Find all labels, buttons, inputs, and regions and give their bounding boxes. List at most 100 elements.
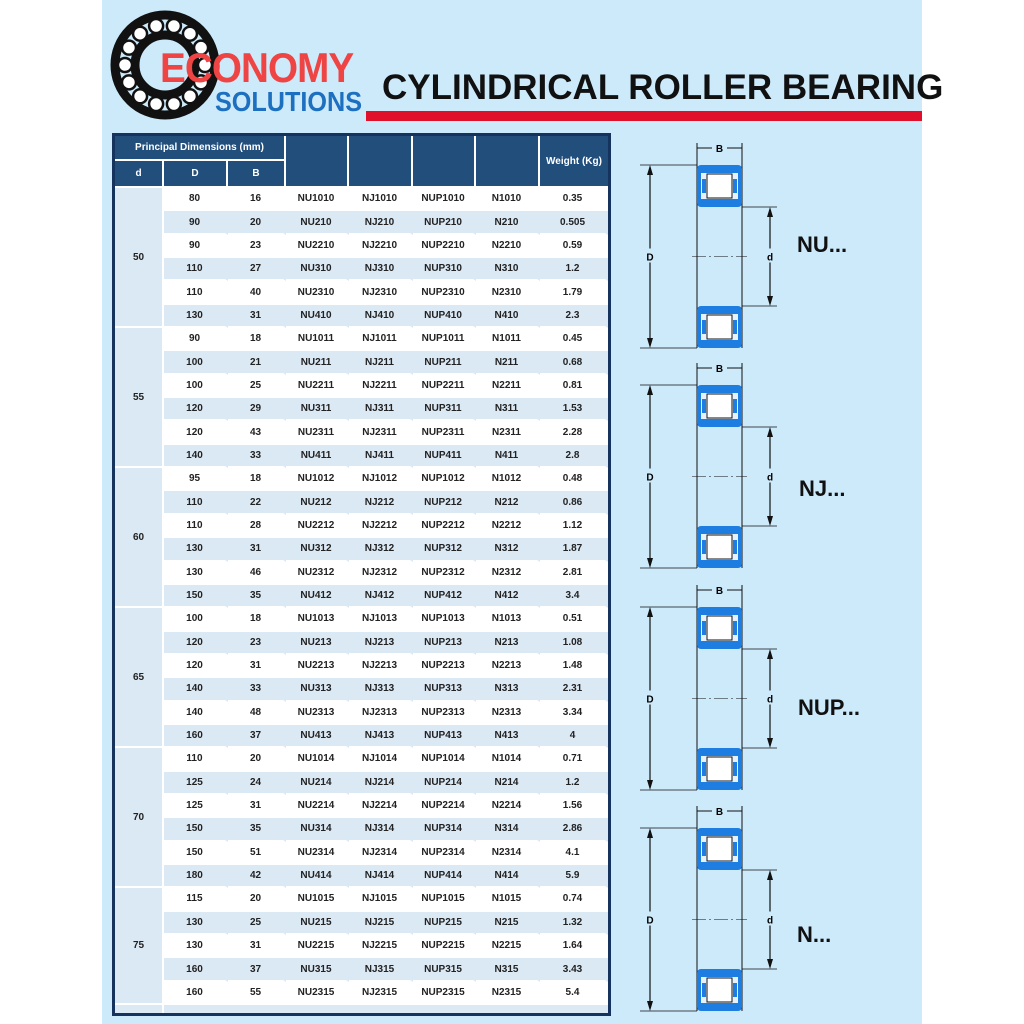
table-cell: N215 bbox=[476, 911, 540, 935]
table-cell: NJ414 bbox=[349, 864, 413, 889]
table-cell: 90 bbox=[164, 234, 228, 259]
table-cell: 100 bbox=[164, 608, 228, 632]
table-cell: 31 bbox=[228, 935, 286, 959]
table-cell: NU2210 bbox=[286, 234, 349, 259]
table-cell: NUP413 bbox=[413, 724, 476, 749]
table-cell: NUP1015 bbox=[413, 888, 476, 912]
table-row: 110 40 NU2310 NJ2310 NUP2310 N2310 1.79 bbox=[115, 281, 608, 305]
table-cell: 0.68 bbox=[540, 351, 608, 375]
table-cell: 46 bbox=[228, 561, 286, 585]
table-cell: 150 bbox=[164, 818, 228, 842]
dim-d-label: d bbox=[767, 695, 773, 706]
table-cell: NU210 bbox=[286, 211, 349, 235]
table-cell: NUP315 bbox=[413, 958, 476, 982]
table-cell: NU1013 bbox=[286, 608, 349, 632]
table-cell: NUP410 bbox=[413, 304, 476, 329]
table-cell: 0.45 bbox=[540, 328, 608, 352]
table-cell: NJ2313 bbox=[349, 701, 413, 725]
table-cell: NU2313 bbox=[286, 701, 349, 725]
table-row: 140 33 NU313 NJ313 NUP313 N313 2.31 bbox=[115, 678, 608, 702]
table-cell: 0.86 bbox=[540, 491, 608, 515]
table-cell: NU213 bbox=[286, 631, 349, 655]
table-cell: 37 bbox=[228, 724, 286, 749]
table-cell: 25 bbox=[228, 911, 286, 935]
dim-d-label: d bbox=[767, 916, 773, 927]
bearing-diagram-nu: B D d bbox=[640, 141, 777, 349]
table-cell: N2310 bbox=[476, 281, 540, 305]
table-cell: 1.53 bbox=[540, 398, 608, 422]
table-cell: 95 bbox=[164, 468, 228, 492]
table-cell: NU2315 bbox=[286, 981, 349, 1006]
table-cell: 4 bbox=[540, 724, 608, 749]
table-cell: NJ2211 bbox=[349, 374, 413, 399]
table-cell: NUP211 bbox=[413, 351, 476, 375]
table-cell: 130 bbox=[164, 935, 228, 959]
table-row: 55 90 18 NU1011 NJ1011 NUP1011 N1011 0.45 bbox=[115, 328, 608, 469]
principal-dimensions-header: Principal Dimensions (mm) bbox=[115, 136, 286, 161]
table-cell: 31 bbox=[228, 304, 286, 329]
table-cell: NU313 bbox=[286, 678, 349, 702]
brand-subname: SOLUTIONS bbox=[215, 86, 363, 117]
bearing-table: Principal Dimensions (mm) Weight (Kg) d … bbox=[112, 133, 611, 1016]
table-cell: 0.35 bbox=[540, 188, 608, 212]
table-cell: NJ2213 bbox=[349, 654, 413, 679]
table-row: 120 31 NU2213 NJ2213 NUP2213 N2213 1.48 bbox=[115, 654, 608, 679]
table-cell: NUP414 bbox=[413, 864, 476, 889]
table-cell: NJ1012 bbox=[349, 468, 413, 492]
table-cell: 27 bbox=[228, 258, 286, 282]
table-cell: N312 bbox=[476, 538, 540, 562]
table-cell: N1010 bbox=[476, 188, 540, 212]
table-cell: 3.34 bbox=[540, 701, 608, 725]
table-cell: NUP2311 bbox=[413, 421, 476, 445]
table-cell: N2313 bbox=[476, 701, 540, 725]
table-cell: N1013 bbox=[476, 608, 540, 632]
table-cell: NJ212 bbox=[349, 491, 413, 515]
table-cell: N315 bbox=[476, 958, 540, 982]
table-cell: 2.86 bbox=[540, 818, 608, 842]
table-cell: 110 bbox=[164, 281, 228, 305]
table-cell: NU311 bbox=[286, 398, 349, 422]
table-cell: 180 bbox=[164, 864, 228, 889]
table-cell: 0.71 bbox=[540, 748, 608, 772]
dim-B-label: B bbox=[716, 807, 723, 818]
table-cell: NUP2315 bbox=[413, 981, 476, 1006]
table-cell: 1.08 bbox=[540, 631, 608, 655]
table-cell: N2213 bbox=[476, 654, 540, 679]
table-cell: NJ314 bbox=[349, 818, 413, 842]
table-cell: NUP2312 bbox=[413, 561, 476, 585]
table-cell: NU2214 bbox=[286, 794, 349, 819]
table-cell: 31 bbox=[228, 538, 286, 562]
table-cell: NJ2312 bbox=[349, 561, 413, 585]
table-row: 130 25 NU215 NJ215 NUP215 N215 1.32 bbox=[115, 911, 608, 935]
table-cell: 1.12 bbox=[540, 514, 608, 539]
bearing-diagram-nj: B D d bbox=[640, 361, 777, 569]
dim-D-label: D bbox=[646, 253, 653, 264]
table-cell: 43 bbox=[228, 421, 286, 445]
table-cell: NUP2314 bbox=[413, 841, 476, 865]
table-cell: 51 bbox=[228, 841, 286, 865]
table-cell: NJ2210 bbox=[349, 234, 413, 259]
table-cell: NUP310 bbox=[413, 258, 476, 282]
bearing-diagram-n: B D d bbox=[640, 804, 777, 1012]
table-cell: NU2211 bbox=[286, 374, 349, 399]
dim-B-label: B bbox=[716, 144, 723, 155]
title-underline bbox=[366, 111, 922, 121]
table-cell: 20 bbox=[228, 888, 286, 912]
table-cell: NUP2310 bbox=[413, 281, 476, 305]
table-cell: NJ2311 bbox=[349, 421, 413, 445]
table-cell: 0.48 bbox=[540, 468, 608, 492]
table-cell: NU2212 bbox=[286, 514, 349, 539]
table-row: 120 29 NU311 NJ311 NUP311 N311 1.53 bbox=[115, 398, 608, 422]
table-row: 130 31 NU2215 NJ2215 NUP2215 N2215 1.64 bbox=[115, 935, 608, 959]
table-cell: NU1011 bbox=[286, 328, 349, 352]
table-cell: 110 bbox=[164, 514, 228, 539]
dim-B-label: B bbox=[716, 586, 723, 597]
table-cell: NJ2214 bbox=[349, 794, 413, 819]
table-cell: 110 bbox=[164, 748, 228, 772]
table-cell: NU411 bbox=[286, 444, 349, 469]
bore-d-cell: 55 bbox=[115, 328, 164, 469]
table-cell: NU212 bbox=[286, 491, 349, 515]
table-row: 110 27 NU310 NJ310 NUP310 N310 1.2 bbox=[115, 258, 608, 282]
table-cell: NUP1012 bbox=[413, 468, 476, 492]
table-cell: 2.81 bbox=[540, 561, 608, 585]
